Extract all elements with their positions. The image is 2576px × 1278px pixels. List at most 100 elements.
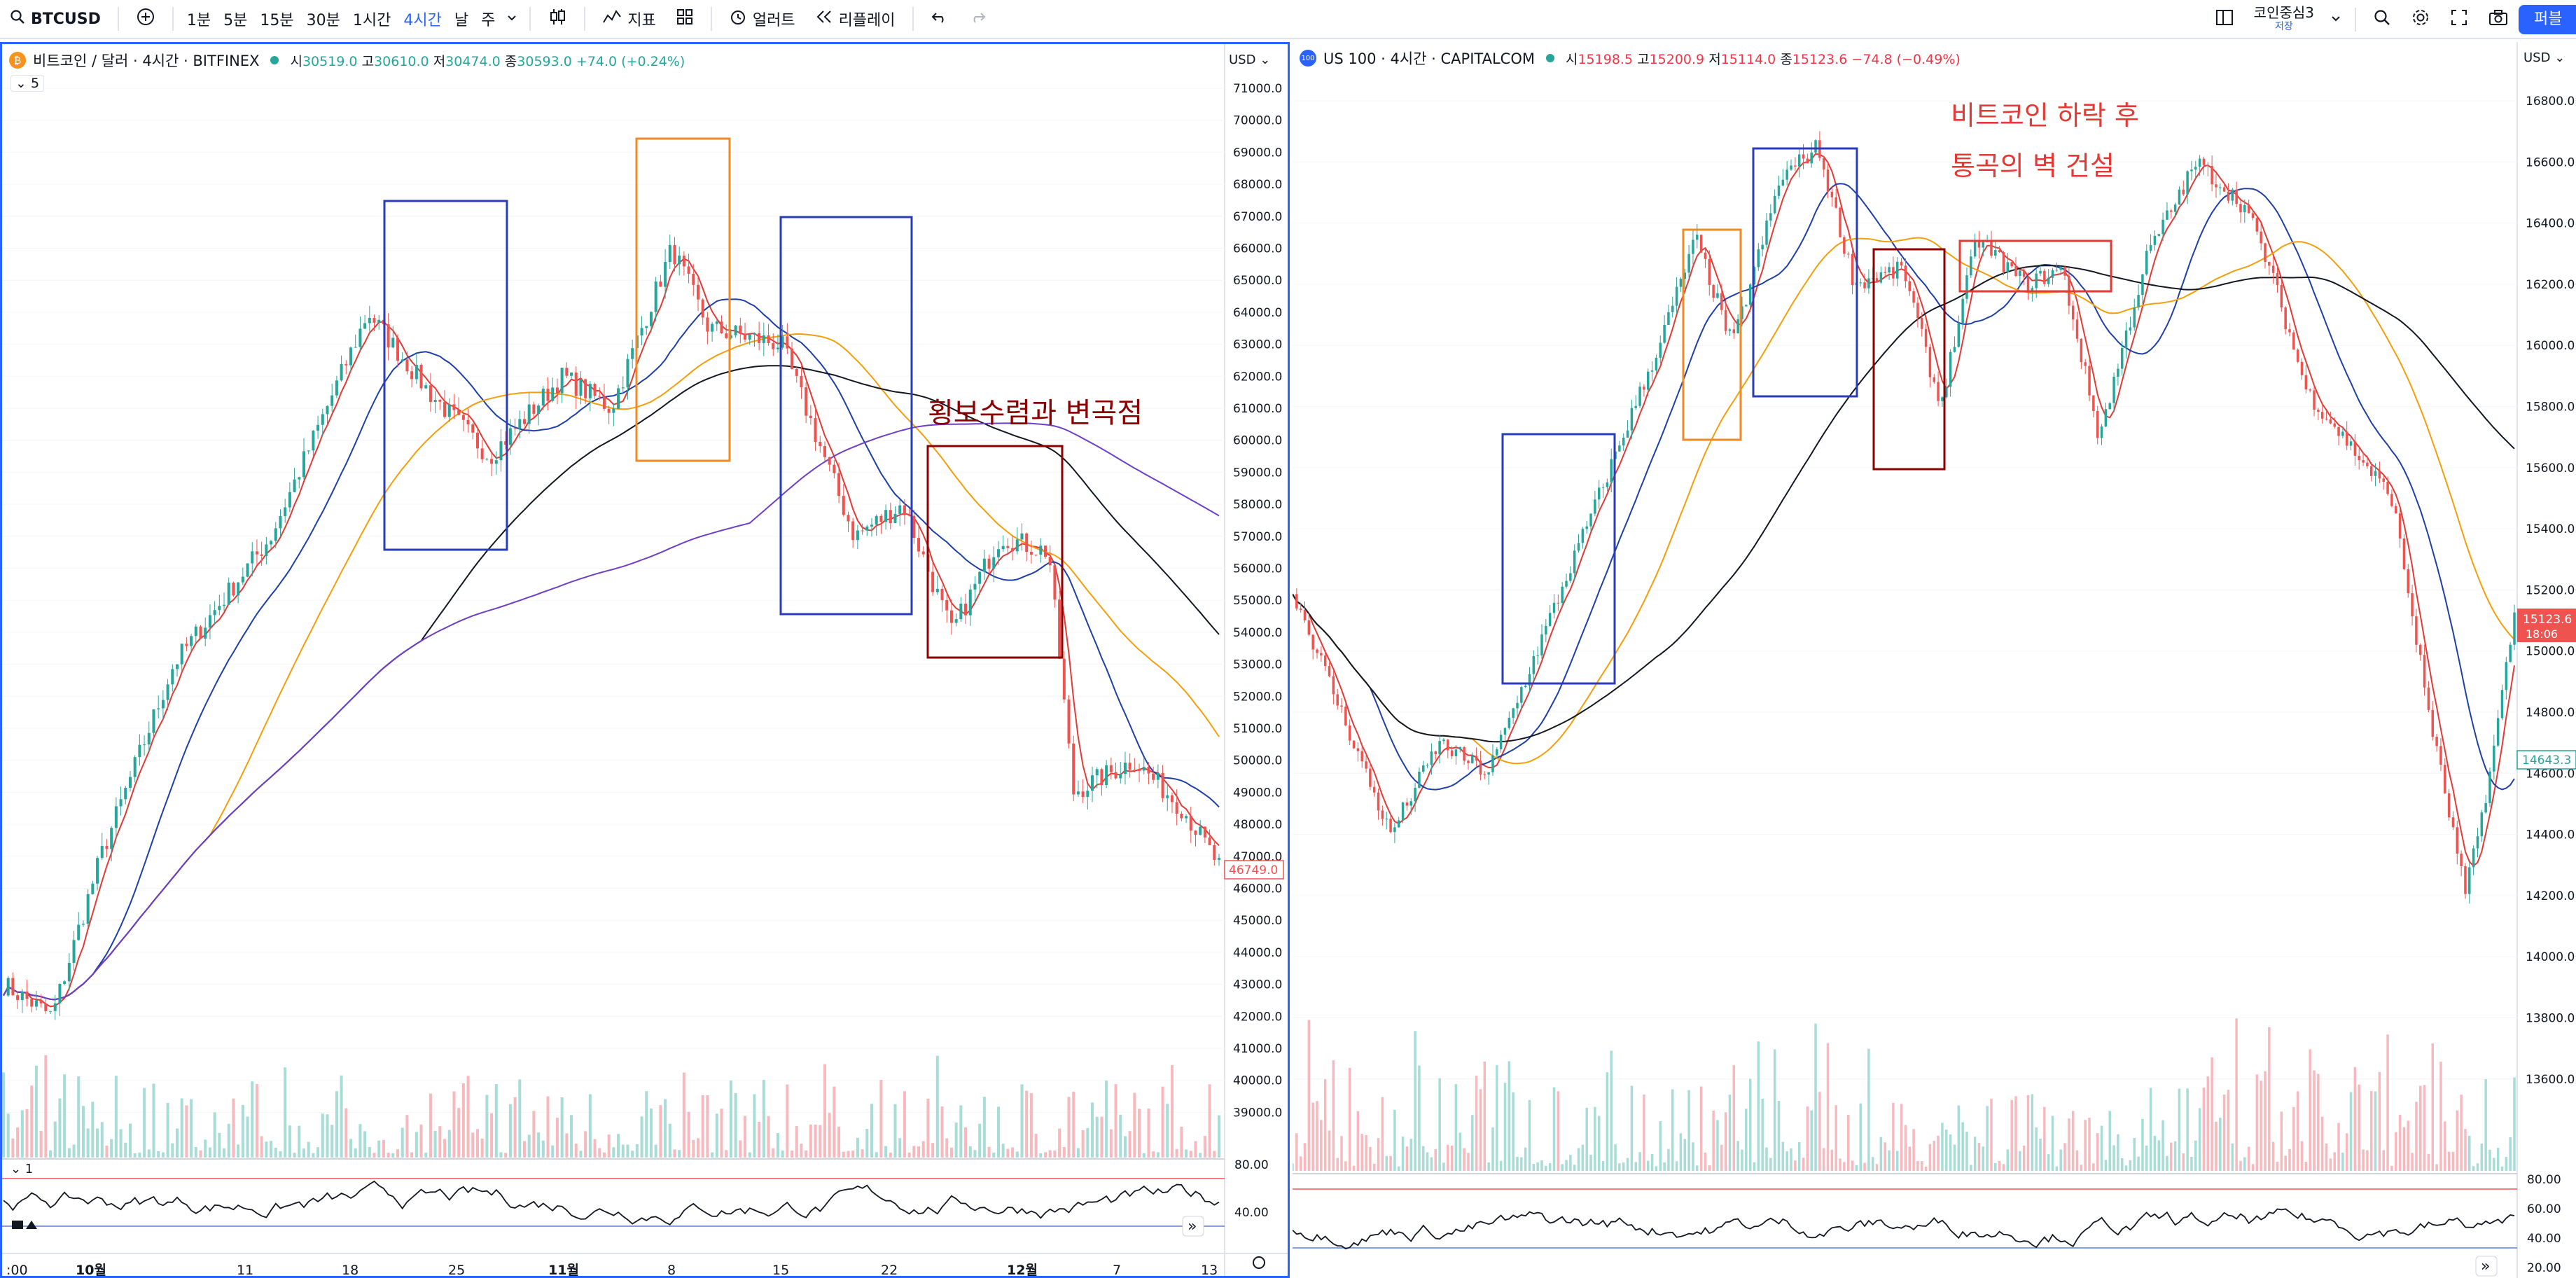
compare-add-symbol-button[interactable]: [126, 0, 165, 39]
candle-body: [377, 319, 381, 323]
timeframe-4[interactable]: 1시간: [352, 12, 391, 29]
price-scale-label: 50000.0: [1233, 754, 1282, 768]
time-scale-label: 8: [667, 1263, 676, 1276]
fullscreen-button[interactable]: [2440, 0, 2478, 39]
volume-bar: [1618, 1163, 1621, 1171]
rsi-scale-label: 20.00: [2527, 1261, 2561, 1275]
templates-button[interactable]: [666, 0, 704, 39]
volume-bar: [2219, 1117, 2222, 1171]
timeframe-7[interactable]: 주: [481, 12, 496, 29]
volume-bar: [2100, 1125, 2103, 1171]
volume-bar: [1020, 1084, 1024, 1158]
volume-bar: [204, 1139, 207, 1158]
volume-bar: [949, 1147, 953, 1158]
candle-body: [1879, 272, 1883, 283]
indicators-button[interactable]: 지표: [592, 0, 665, 39]
volume-bar: [1569, 1155, 1572, 1171]
timeframe-5[interactable]: 4시간: [403, 12, 442, 29]
time-scale-label: 15: [772, 1263, 789, 1276]
layout-split-button[interactable]: [2205, 0, 2244, 39]
timeframe-0[interactable]: 1분: [186, 12, 211, 29]
volume-bar: [2411, 1153, 2414, 1171]
volume-bar: [1663, 1162, 1666, 1171]
volume-bar: [1332, 1060, 1335, 1171]
moving-average-line: [3, 298, 1220, 1001]
volume-bar: [2222, 1095, 2226, 1171]
candle-body: [1015, 539, 1019, 552]
candle-body: [1491, 755, 1494, 772]
volume-bar: [241, 1104, 244, 1158]
volume-bar: [1973, 1137, 1977, 1171]
price-tag-box: [1224, 860, 1284, 880]
layout-menu-dropdown[interactable]: [2324, 0, 2348, 39]
redo-icon: [968, 9, 987, 29]
candle-body: [1001, 546, 1005, 550]
volume-bar: [1365, 1134, 1367, 1171]
candle-body: [2304, 375, 2308, 390]
candle-body: [1487, 772, 1490, 775]
volume-bar: [344, 1108, 348, 1158]
candle-body: [1471, 756, 1474, 763]
volume-bar: [1109, 1129, 1113, 1158]
candle-body: [744, 333, 747, 340]
volume-bar: [1081, 1130, 1085, 1158]
indicators-collapse-button[interactable]: ⌄ 5: [11, 75, 45, 92]
volume-bar: [1937, 1135, 1940, 1171]
chart-canvas-nasdaq[interactable]: 16800.0 16600.0 16400.0 16200.0 16000.0 15800…: [1293, 42, 2576, 1278]
replay-label: 리플레이: [838, 12, 896, 29]
candle-body: [2374, 471, 2377, 476]
volume-bar: [1687, 1090, 1690, 1171]
candle-body: [2317, 409, 2320, 412]
timeframe-dropdown[interactable]: [501, 0, 522, 39]
candle-body: [39, 1000, 43, 1003]
candle-body: [490, 459, 494, 464]
volume-bar: [2427, 1153, 2430, 1171]
currency-label[interactable]: USD ⌄: [1229, 53, 1271, 67]
undo-button[interactable]: [921, 0, 959, 39]
settings-button[interactable]: [2401, 0, 2440, 39]
candle-body: [2071, 305, 2075, 320]
timeframe-6[interactable]: 날: [454, 12, 469, 29]
symbol-title[interactable]: 비트코인 / 달러 · 4시간 · BITFINEX: [33, 53, 260, 69]
timeframe-3[interactable]: 30분: [306, 12, 340, 29]
volume-bar: [1352, 1165, 1356, 1171]
candle-body: [1687, 253, 1690, 273]
timeframe-1[interactable]: 5분: [223, 12, 248, 29]
volume-bar: [791, 1151, 794, 1158]
quick-search-button[interactable]: [2363, 0, 2401, 39]
candle-body: [1606, 482, 1609, 487]
candle-body: [1659, 342, 1662, 358]
candle-body: [1634, 405, 1637, 408]
snapshot-button[interactable]: [2478, 0, 2519, 39]
symbol-search-button[interactable]: BTCUSD: [0, 0, 111, 39]
volume-bar: [560, 1097, 564, 1158]
alert-button[interactable]: 얼러트: [719, 0, 805, 39]
volume-bar: [316, 1147, 320, 1158]
redo-button[interactable]: [959, 0, 996, 39]
candle-body: [2456, 827, 2459, 854]
publish-button[interactable]: 퍼블: [2519, 5, 2576, 34]
candle-body: [555, 387, 559, 394]
currency-label[interactable]: USD ⌄: [2523, 50, 2565, 65]
candle-body: [1667, 312, 1670, 326]
volume-bar: [2460, 1095, 2463, 1171]
symbol-title[interactable]: US 100 · 4시간 · CAPITALCOM: [1323, 50, 1535, 67]
timeframe-2[interactable]: 15분: [260, 12, 294, 29]
chart-canvas-bitcoin[interactable]: 71000.0 70000.0 69000.0 68000.0 67000.0 66000…: [2, 44, 1288, 1276]
replay-button[interactable]: 리플레이: [805, 0, 905, 39]
time-scale-label: 13: [1201, 1263, 1218, 1276]
candle-body: [1933, 377, 1936, 382]
volume-bar: [1025, 1090, 1029, 1158]
time-scale-label: 7: [1113, 1263, 1121, 1276]
volume-bar: [1581, 1144, 1585, 1171]
layout-name-menu[interactable]: 코인중심3 저장: [2244, 0, 2324, 39]
volume-bar: [307, 1141, 310, 1158]
candle-body: [1053, 565, 1057, 600]
chart-panel-nasdaq[interactable]: 100 US 100 · 4시간 · CAPITALCOM 시15198.5 고…: [1293, 42, 2576, 1278]
chart-type-button[interactable]: [538, 0, 577, 39]
volume-bar: [1217, 1115, 1221, 1158]
volume-bar: [2006, 1149, 2010, 1171]
chart-panel-bitcoin[interactable]: ₿ 비트코인 / 달러 · 4시간 · BITFINEX 시30519.0 고3…: [0, 42, 1290, 1278]
volume-bar: [1797, 1141, 1801, 1171]
volume-bar: [2227, 1090, 2230, 1171]
